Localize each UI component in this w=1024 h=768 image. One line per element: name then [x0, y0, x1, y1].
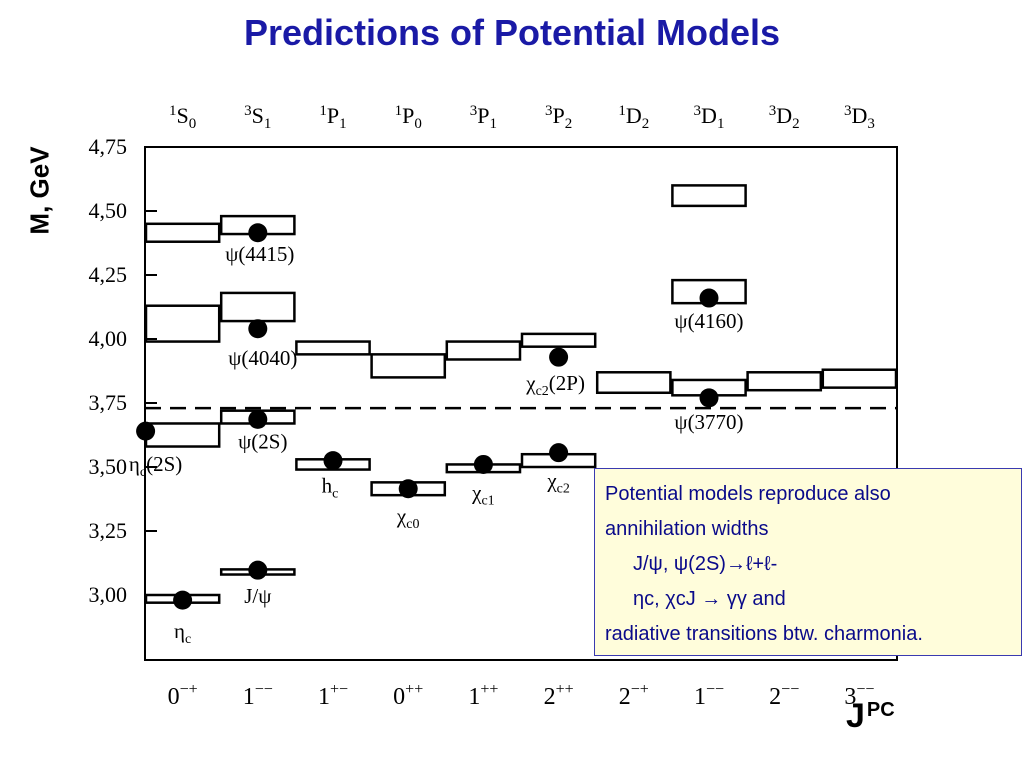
- x-axis-title-sup: PC: [866, 699, 895, 721]
- prediction-box: [520, 332, 597, 348]
- state-dot: [248, 319, 268, 339]
- column-bottom-label: 1+−: [318, 681, 348, 710]
- column-bottom-label: 1−−: [243, 681, 273, 710]
- state-dot: [549, 443, 569, 463]
- state-label: hc: [322, 474, 339, 502]
- note-line-1: Potential models reproduce also: [605, 483, 891, 505]
- column-bottom-label: 0++: [393, 681, 423, 710]
- state-dot: [248, 223, 268, 243]
- column-top-label: 3D2: [769, 103, 800, 132]
- state-label: χc2(2P): [525, 371, 585, 399]
- column-top-label: 3P2: [545, 103, 572, 132]
- y-ticks: 3,00 3,25 3,50 3,75 4,00 4,25 4,50 4,75: [89, 134, 157, 607]
- state-dot: [248, 409, 268, 429]
- y-tick-label: 3,25: [89, 518, 128, 543]
- state-label: J/ψ: [244, 584, 271, 608]
- prediction-box: [595, 371, 672, 395]
- column-bottom-label: 2−+: [619, 681, 649, 710]
- x-axis-title-main: J: [846, 697, 865, 735]
- prediction-box: [144, 304, 221, 343]
- prediction-box: [144, 222, 221, 243]
- note-line-2: annihilation widths: [605, 518, 769, 540]
- slide-title: Predictions of Potential Models: [243, 12, 781, 53]
- column-top-label: 1S0: [169, 103, 196, 132]
- state-label: ψ(3770): [674, 410, 743, 434]
- state-dot: [549, 347, 569, 367]
- prediction-box: [295, 340, 371, 356]
- state-dot: [699, 388, 719, 408]
- y-tick-label: 4,25: [89, 262, 128, 287]
- column-top-label: 3D3: [844, 103, 875, 132]
- note-line-4: ηc, χcJ → γγ and: [633, 588, 786, 610]
- state-label: χc1: [471, 480, 495, 508]
- y-tick-label: 3,75: [89, 390, 128, 415]
- measured-states: ηc ηc(2S) J/ψ ψ(2S) ψ(4040) ψ(4415) hc χc0 χc1 χc…: [129, 223, 744, 647]
- prediction-box: [219, 291, 296, 323]
- state-dot: [248, 560, 268, 580]
- y-tick-label: 3,50: [89, 454, 128, 479]
- column-bottom-label: 2++: [544, 681, 574, 710]
- column-bottom-label: 3−−: [844, 681, 874, 710]
- state-label: ηc: [174, 619, 191, 647]
- column-bottom-label: 1−−: [694, 681, 724, 710]
- state-dot: [323, 451, 343, 471]
- x-axis-title: J PC: [846, 697, 895, 736]
- state-label: χc2: [546, 469, 570, 497]
- state-label: χc0: [396, 504, 420, 532]
- state-dot: [699, 288, 719, 308]
- state-label: ηc(2S): [129, 452, 182, 480]
- y-tick-label: 4,75: [89, 134, 128, 159]
- prediction-box: [445, 340, 522, 361]
- state-label: ψ(4160): [674, 309, 743, 333]
- y-tick-label: 4,00: [89, 326, 128, 351]
- prediction-box: [671, 184, 747, 208]
- state-label: ψ(2S): [238, 429, 287, 453]
- column-bottom-label: 2−−: [769, 681, 799, 710]
- state-dot: [473, 454, 493, 474]
- prediction-box: [821, 368, 898, 389]
- prediction-box: [144, 422, 221, 448]
- state-label: ψ(4040): [228, 346, 297, 370]
- column-top-label: 3S1: [244, 103, 271, 132]
- column-bottom-label: 0−+: [168, 681, 198, 710]
- note-box: Potential models reproduce also annihila…: [594, 468, 1022, 656]
- column-top-labels: 1S0 3S1 1P1 1P0 3P1 3P2 1D2 3D1 3D2 3D3: [169, 103, 875, 132]
- state-label: ψ(4415): [225, 242, 294, 266]
- state-dot: [173, 590, 193, 610]
- column-top-label: 3D1: [694, 103, 725, 132]
- column-top-label: 3P1: [470, 103, 497, 132]
- column-bottom-label: 1++: [468, 681, 498, 710]
- state-dot: [398, 479, 418, 499]
- state-dot: [136, 421, 156, 441]
- prediction-box: [370, 353, 447, 379]
- column-bottom-labels: 0−+ 1−− 1+− 0++ 1++ 2++ 2−+ 1−− 2−− 3−−: [168, 681, 875, 710]
- column-top-label: 1D2: [618, 103, 649, 132]
- prediction-box: [746, 371, 823, 392]
- y-tick-label: 3,00: [89, 582, 128, 607]
- note-line-3: J/ψ, ψ(2S)→ℓ+ℓ-: [633, 553, 778, 575]
- column-top-label: 1P0: [395, 103, 422, 132]
- note-line-5: radiative transitions btw. charmonia.: [605, 623, 923, 645]
- column-top-label: 1P1: [319, 103, 346, 132]
- y-tick-label: 4,50: [89, 198, 128, 223]
- y-axis-title: M, GeV: [24, 146, 55, 235]
